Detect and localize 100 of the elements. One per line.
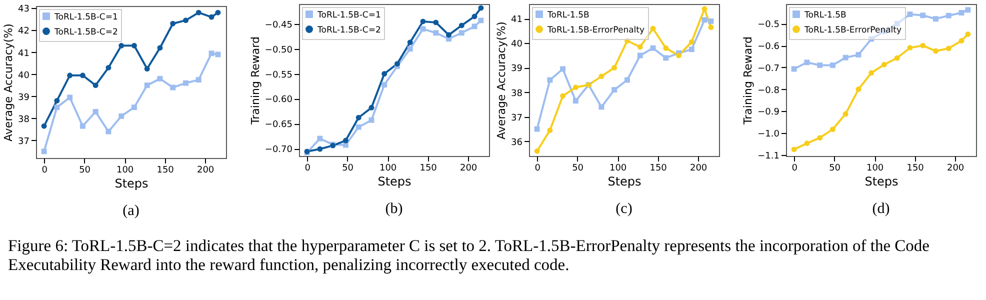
point	[394, 61, 400, 67]
point	[855, 86, 861, 92]
point	[638, 52, 644, 58]
x-tick-label: 100	[379, 164, 397, 174]
y-tick-label: −0.60	[264, 95, 293, 106]
y-tick-label: −0.50	[264, 45, 293, 56]
x-tick-label: 100	[866, 164, 884, 174]
y-tick-label: −0.9	[757, 108, 780, 118]
point	[598, 104, 604, 110]
x-axis-title: Steps	[114, 176, 149, 190]
y-tick-label: 43	[18, 4, 30, 15]
point	[702, 6, 708, 12]
point	[906, 12, 912, 18]
x-tick-label: 200	[946, 164, 964, 174]
point	[598, 74, 604, 80]
point	[650, 45, 656, 51]
point	[342, 138, 348, 144]
y-tick-label: −1.1	[757, 151, 780, 162]
point	[964, 31, 970, 37]
text: (a)	[122, 203, 140, 219]
point	[432, 20, 438, 26]
x-tick-label: 0	[42, 166, 48, 176]
point	[547, 128, 553, 133]
point	[209, 50, 214, 56]
point	[144, 66, 150, 72]
point	[106, 128, 112, 134]
y-axis-title: Average Accuracy(%)	[2, 24, 16, 142]
text: (b)	[385, 201, 402, 217]
point	[830, 126, 836, 132]
x-tick-label: 50	[828, 164, 841, 174]
x-tick-label: 150	[906, 164, 924, 174]
point	[804, 140, 810, 146]
point	[368, 104, 374, 110]
y-tick-label: 40	[18, 70, 30, 81]
x-tick-label: 100	[116, 166, 134, 176]
point	[157, 45, 163, 51]
point	[478, 5, 484, 11]
x-tick-label: 200	[460, 164, 478, 174]
point	[106, 64, 112, 70]
point	[458, 30, 464, 36]
y-axis-title: Training Reward	[248, 36, 262, 126]
y-tick-label: 41	[18, 48, 30, 59]
point	[132, 42, 138, 48]
point	[791, 146, 797, 152]
point	[663, 55, 669, 61]
point	[894, 55, 900, 61]
y-tick-label: 36	[511, 138, 524, 148]
point	[420, 26, 426, 32]
point	[183, 80, 189, 86]
point	[932, 16, 938, 22]
point	[534, 126, 540, 132]
point	[420, 18, 426, 24]
x-tick-label: 100	[610, 164, 628, 174]
point	[612, 87, 618, 93]
point	[215, 52, 221, 58]
point	[932, 48, 938, 54]
point	[804, 60, 810, 66]
x-tick-label: 150	[419, 164, 437, 174]
point	[118, 113, 124, 119]
point	[842, 111, 848, 117]
x-tick-label: 50	[79, 166, 92, 176]
point	[381, 82, 387, 88]
caption: Figure 6: ToRL-1.5B-C=2 indicates that the hyperparameter C is set to 2. ToRL-1.5B-ErrorPenalty represents the incorporation of the Code Executability Reward into the reward function, penalizing incorrectly executed code.	[7, 235, 930, 274]
point	[920, 12, 926, 18]
point	[816, 62, 822, 68]
x-tick-label: 200	[197, 166, 215, 176]
legend-label: ToRL-1.5B	[546, 10, 590, 20]
point	[170, 84, 176, 90]
point	[381, 71, 387, 77]
x-tick-label: 150	[156, 166, 174, 176]
point	[407, 40, 413, 46]
point	[144, 82, 150, 88]
point	[791, 66, 797, 72]
y-tick-label: −0.65	[264, 120, 292, 130]
y-tick-label: 39	[511, 64, 524, 74]
y-tick-label: −0.7	[757, 64, 780, 74]
y-tick-label: 40	[511, 40, 524, 50]
y-tick-label: 39	[18, 92, 30, 103]
point	[196, 77, 202, 83]
point	[170, 20, 176, 26]
point	[663, 45, 669, 51]
x-tick-label: 0	[304, 164, 310, 174]
point	[702, 17, 708, 23]
legend-label: ToRL-1.5B-C=2	[316, 25, 381, 36]
y-tick-label: −0.45	[264, 20, 292, 30]
point	[958, 10, 964, 16]
point	[676, 52, 682, 58]
point	[816, 135, 822, 141]
point	[547, 77, 553, 83]
point	[80, 72, 86, 78]
x-tick-label: 0	[791, 164, 798, 174]
point	[560, 93, 566, 99]
point	[478, 18, 484, 24]
y-tick-label: 38	[511, 88, 524, 99]
point	[368, 117, 374, 123]
legend-label: ToRL-1.5B-C=1	[54, 12, 118, 22]
y-tick-label: −0.6	[757, 42, 780, 52]
point	[573, 84, 579, 90]
point	[650, 26, 656, 32]
point	[356, 114, 362, 120]
